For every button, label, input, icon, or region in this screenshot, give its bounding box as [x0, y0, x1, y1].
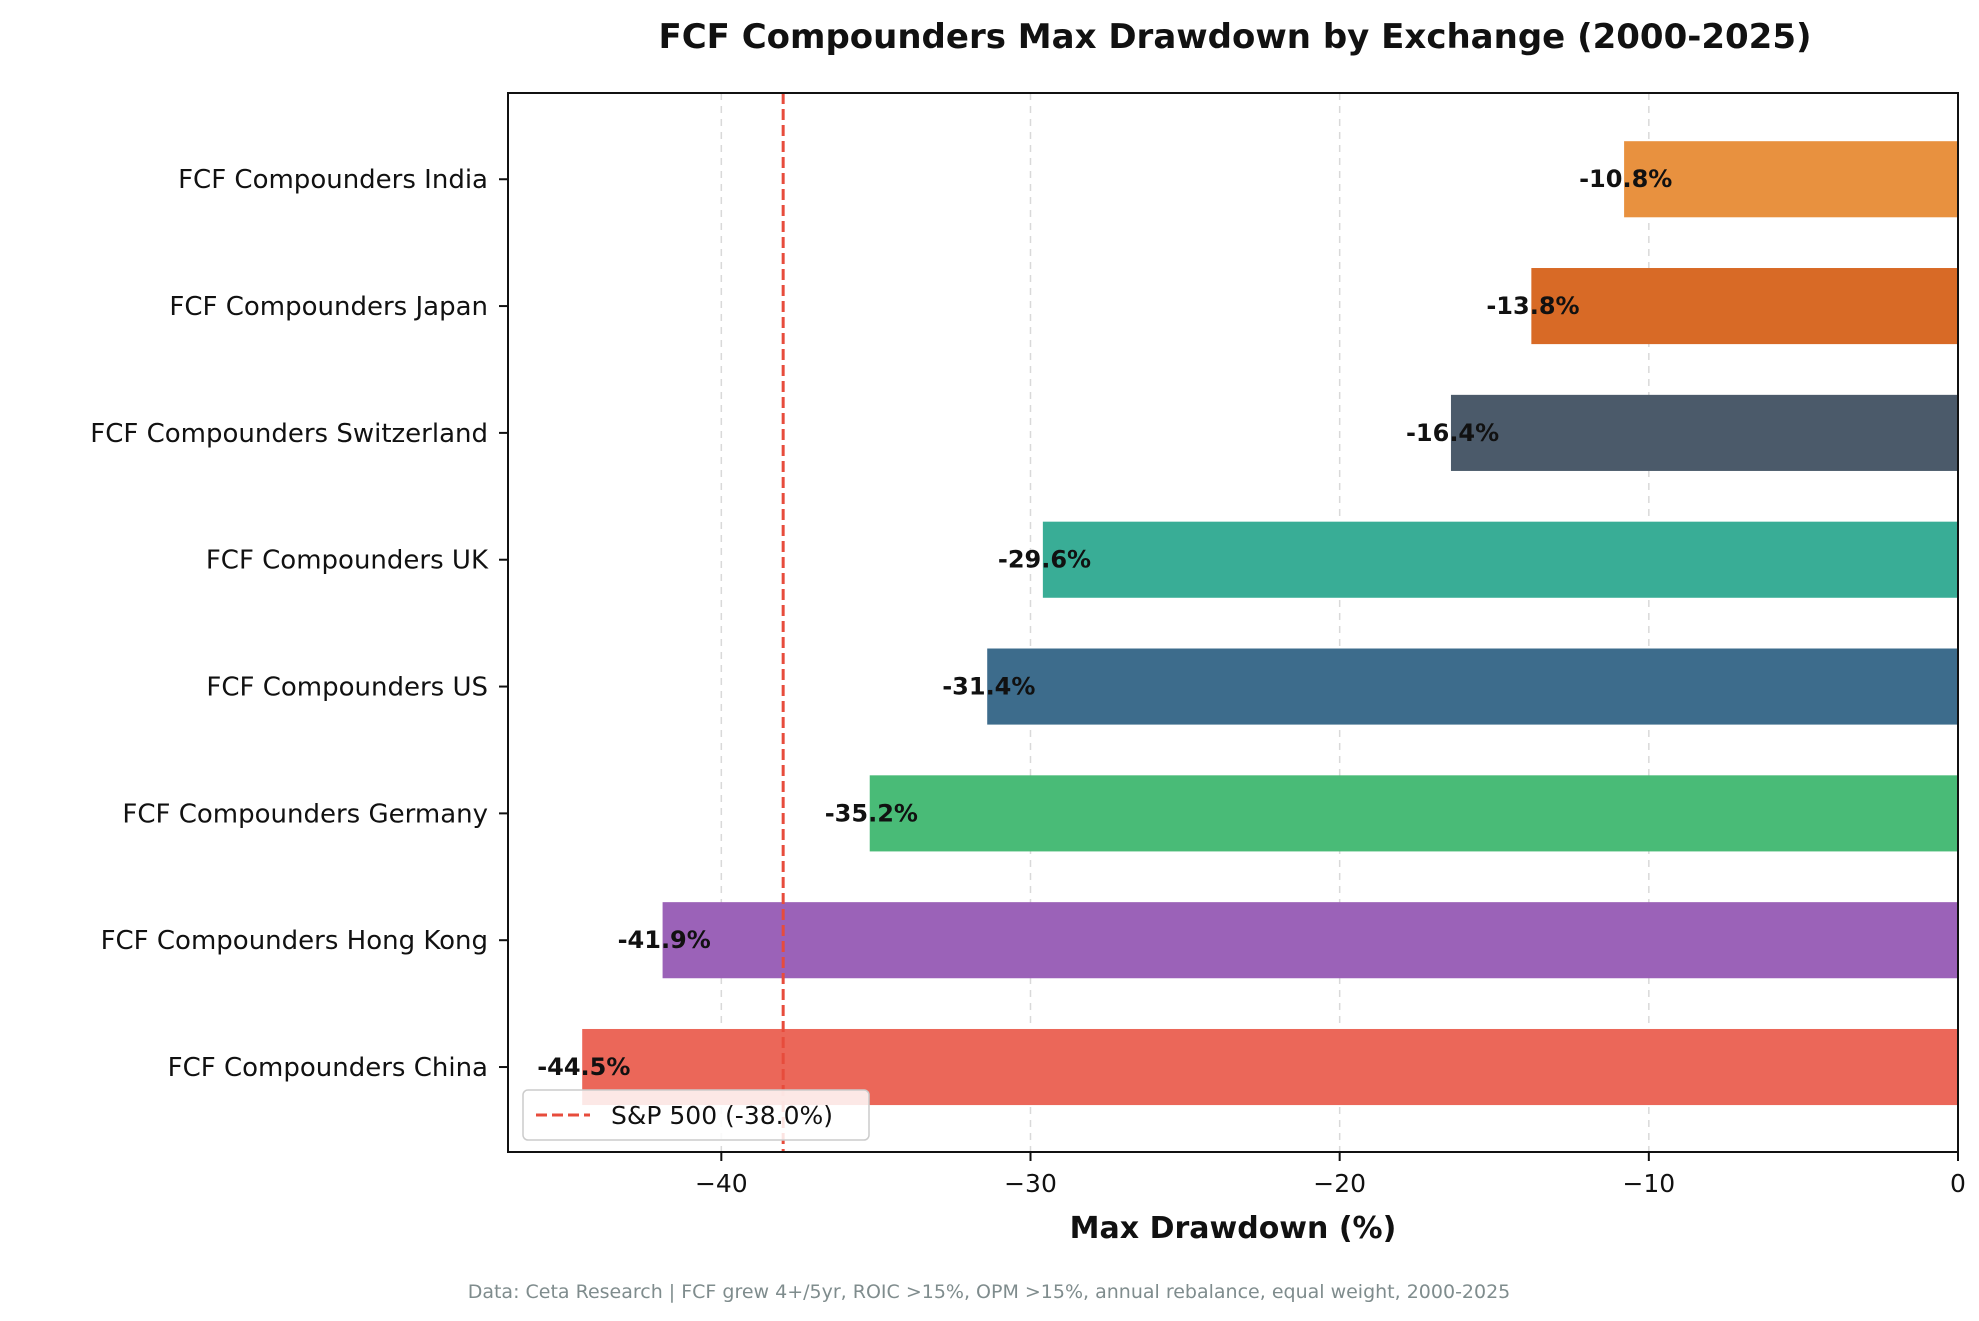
x-tick-label-2: −20: [1313, 1169, 1366, 1198]
y-tick-label-4: FCF Compounders US: [206, 673, 488, 703]
bar-4: [987, 648, 1958, 725]
legend-box: [522, 1089, 870, 1141]
legend-entry-sp500: S&P 500 (-38.0%): [611, 1101, 833, 1130]
y-tick-label-5: FCF Compounders Germany: [122, 799, 488, 829]
grid-lines: [720, 93, 1959, 1152]
bar-value-label-6: -41.9%: [618, 926, 711, 954]
bar-5: [869, 775, 1958, 852]
y-tick-label-1: FCF Compounders Japan: [169, 292, 488, 322]
bar-value-label-1: -13.8%: [1486, 292, 1579, 320]
x-tick-label-1: −30: [1004, 1169, 1057, 1198]
plot-frame: [507, 92, 1959, 1153]
y-tick-label-0: FCF Compounders India: [178, 165, 488, 195]
y-axis: FCF Compounders India FCF Compounders Jap…: [90, 165, 508, 1083]
bar-value-label-5: -35.2%: [825, 799, 918, 827]
bar-value-label-7: -44.5%: [537, 1053, 630, 1081]
bar-value-label-3: -29.6%: [998, 546, 1091, 574]
bar-value-label-4: -31.4%: [942, 673, 1035, 701]
chart-title: FCF Compounders Max Drawdown by Exchange…: [658, 17, 1811, 57]
bar-value-label-0: -10.8%: [1579, 165, 1672, 193]
bar-1: [1531, 268, 1958, 345]
x-axis: −40 −30 −20 −10 0: [695, 1152, 1966, 1198]
bar-2: [1450, 394, 1958, 471]
y-tick-label-6: FCF Compounders Hong Kong: [101, 926, 488, 956]
y-tick-label-7: FCF Compounders China: [168, 1053, 488, 1083]
bars-group: -10.8% -13.8% -16.4% -29.6% -31.4% -35.2% -41.…: [537, 141, 1958, 1106]
bar-0: [1624, 141, 1958, 218]
x-tick-label-4: 0: [1950, 1169, 1966, 1198]
legend: S&P 500 (-38.0%): [522, 1089, 870, 1141]
x-tick-label-0: −40: [695, 1169, 748, 1198]
x-tick-label-3: −10: [1622, 1169, 1675, 1198]
y-tick-label-3: FCF Compounders UK: [206, 546, 489, 576]
footnote: Data: Ceta Research | FCF grew 4+/5yr, R…: [468, 1281, 1511, 1303]
bar-6: [662, 902, 1958, 979]
x-axis-label: Max Drawdown (%): [1070, 1211, 1397, 1246]
bar-3: [1042, 521, 1958, 598]
y-tick-label-2: FCF Compounders Switzerland: [90, 419, 488, 449]
bar-value-label-2: -16.4%: [1406, 419, 1499, 447]
